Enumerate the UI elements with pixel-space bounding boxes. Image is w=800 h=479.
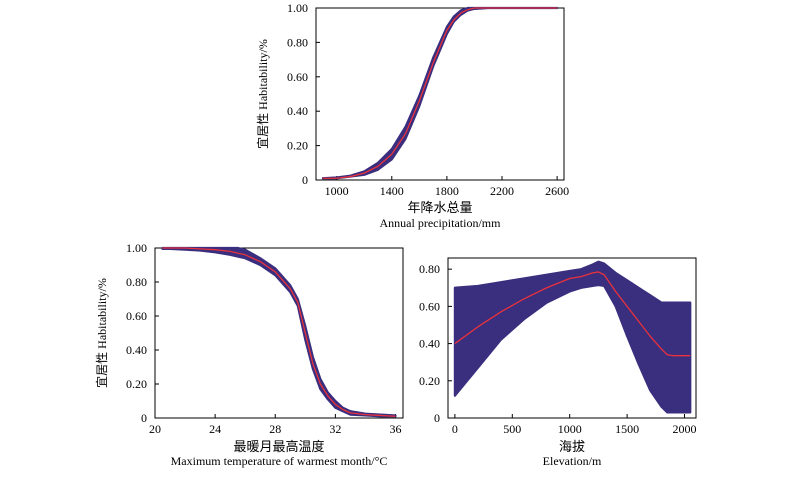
x-axis-label-en: Annual precipitation/mm <box>380 216 502 230</box>
x-axis-label-cn: 海拔 <box>559 439 585 454</box>
x-tick-label: 500 <box>503 422 521 436</box>
y-tick-label: 0 <box>434 411 440 425</box>
x-tick-label: 2600 <box>545 184 569 198</box>
x-tick-label: 2000 <box>673 422 697 436</box>
y-tick-label: 0.20 <box>419 374 440 388</box>
x-tick-label: 24 <box>209 422 221 436</box>
x-tick-label: 36 <box>389 422 401 436</box>
plot-frame <box>315 7 565 181</box>
y-tick-label: 0 <box>302 173 308 187</box>
x-tick-label: 28 <box>269 422 281 436</box>
chart-elev: 0 500 1000 1500 2000 0 0.20 0.40 0.60 0.80 海拔Eleva… <box>419 257 697 468</box>
mean-response-line <box>454 271 691 357</box>
y-tick-label: 1.00 <box>287 1 308 15</box>
plot-frame <box>447 257 697 419</box>
x-axis-label-cn: 最暖月最高温度 <box>233 439 324 454</box>
y-tick-label: 0 <box>141 411 147 425</box>
confidence-band <box>321 6 559 180</box>
y-tick-label: 0.40 <box>287 104 308 118</box>
x-tick-label: 20 <box>149 422 161 436</box>
x-axis-label-en: Maximum temperature of warmest month/°C <box>171 454 388 468</box>
y-tick-label: 0.40 <box>126 343 147 357</box>
y-tick-label: 0.20 <box>126 377 147 391</box>
y-tick-label: 0.40 <box>419 337 440 351</box>
x-axis-label-cn: 年降水总量 <box>407 200 472 215</box>
x-tick-label: 1000 <box>325 184 349 198</box>
y-tick-label: 0.80 <box>287 35 308 49</box>
x-tick-label: 32 <box>329 422 341 436</box>
y-tick-label: 1.00 <box>126 241 147 255</box>
x-tick-label: 1500 <box>615 422 639 436</box>
y-tick-label: 0.80 <box>126 275 147 289</box>
plot-frame <box>154 247 404 419</box>
y-axis-label: 宜居性 Habitability/% <box>255 39 270 149</box>
x-tick-label: 2200 <box>490 184 514 198</box>
y-tick-label: 0.80 <box>419 262 440 276</box>
chart-precip: 1000 1400 1800 2200 2600 0 0.20 0.40 0.60 0.80 1.0… <box>255 1 569 230</box>
x-tick-label: 1800 <box>435 184 459 198</box>
y-tick-label: 0.20 <box>287 139 308 153</box>
y-tick-label: 0.60 <box>287 70 308 84</box>
x-tick-label: 1400 <box>380 184 404 198</box>
confidence-band <box>453 260 692 414</box>
confidence-band <box>161 246 397 418</box>
x-tick-label: 0 <box>452 422 458 436</box>
mean-response-line <box>162 247 396 417</box>
x-tick-label: 1000 <box>558 422 582 436</box>
y-axis-label: 宜居性 Habitability/% <box>94 278 109 388</box>
y-tick-label: 0.60 <box>126 309 147 323</box>
x-axis-label-en: Elevation/m <box>543 454 602 468</box>
y-tick-label: 0.60 <box>419 299 440 313</box>
chart-temp: 20 24 28 32 36 0 0.20 0.40 0.60 0.80 1.00 最暖月最高温度Ma… <box>94 241 404 468</box>
mean-response-line <box>322 7 558 179</box>
